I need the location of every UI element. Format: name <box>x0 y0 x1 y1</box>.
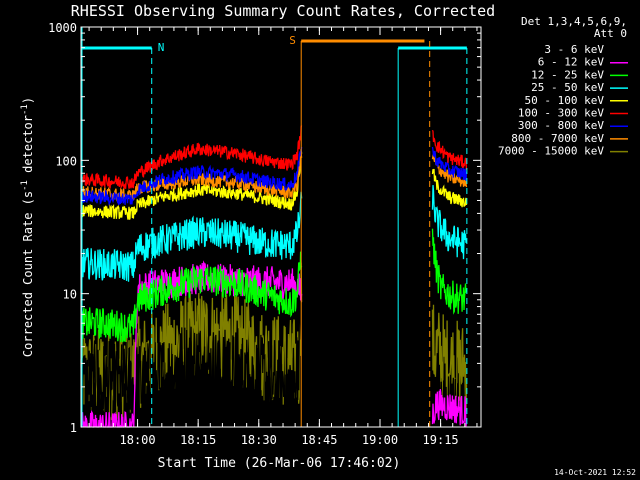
x-tick-label: 18:00 <box>120 433 156 447</box>
legend-label: 6 - 12 keV <box>538 56 605 69</box>
x-tick-label: 18:30 <box>241 433 277 447</box>
y-axis-label-part: detector <box>21 115 35 180</box>
y-tick-label: 1 <box>70 421 77 435</box>
footer-date: 14-Oct-2021 12:52 <box>554 468 636 477</box>
plot-frame <box>80 26 482 428</box>
series-line-6 <box>80 146 468 207</box>
night-annotation: N <box>158 41 165 54</box>
series-line-0 <box>80 292 467 428</box>
y-axis-label-part: Corrected Count Rate (s <box>21 191 35 357</box>
saa-annotation: S <box>289 34 296 47</box>
y-tick-label: 1000 <box>48 21 77 35</box>
y-tick-label: 100 <box>55 154 77 168</box>
y-axis-label-part: ) <box>21 97 35 104</box>
series-line-2 <box>80 228 467 343</box>
series-line-4 <box>80 149 468 220</box>
legend-label: 25 - 50 keV <box>531 81 604 94</box>
legend-header: Det 1,3,4,5,6,9, <box>521 15 627 28</box>
legend-label: 800 - 7000 keV <box>511 132 604 145</box>
legend-label: 300 - 800 keV <box>518 119 604 132</box>
x-tick-label: 18:15 <box>180 433 216 447</box>
legend-label: 3 - 6 keV <box>544 43 604 56</box>
y-axis-label-superscript: -1 <box>20 180 30 191</box>
x-tick-label: 18:45 <box>301 433 337 447</box>
legend-label: 50 - 100 keV <box>525 94 605 107</box>
data-layer <box>80 125 468 428</box>
x-axis-label: Start Time (26-Mar-06 17:46:02) <box>158 456 401 471</box>
legend-header: Att 0 <box>594 27 627 40</box>
series-line-3 <box>80 185 468 282</box>
chart-title: RHESSI Observing Summary Count Rates, Co… <box>71 2 495 20</box>
y-axis-label-superscript: -1 <box>20 104 30 115</box>
legend-label: 100 - 300 keV <box>518 107 604 120</box>
y-axis-label: Corrected Count Rate (s-1 detector-1) <box>20 97 35 357</box>
legend-label: 7000 - 15000 keV <box>498 145 604 158</box>
series-line-5 <box>80 125 468 189</box>
x-tick-label: 19:15 <box>423 433 459 447</box>
legend-label: 12 - 25 keV <box>531 68 604 81</box>
axes-layer: RHESSI Observing Summary Count Rates, Co… <box>20 2 636 477</box>
x-tick-label: 19:00 <box>362 433 398 447</box>
y-tick-label: 10 <box>63 288 77 302</box>
